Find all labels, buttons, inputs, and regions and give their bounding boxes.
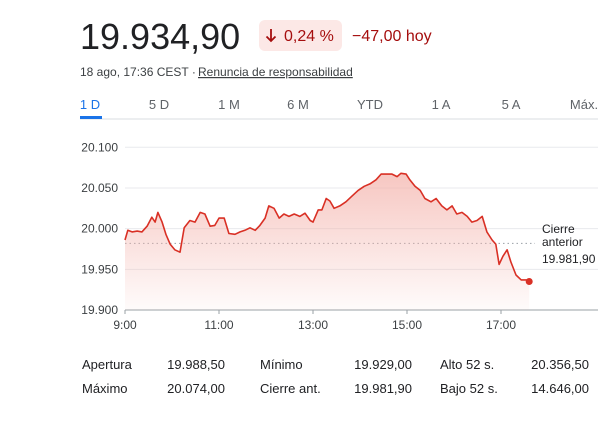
stat-value: 19.981,90 xyxy=(354,381,412,396)
change-absolute: −47,00 hoy xyxy=(352,28,432,45)
previous-close-label: anterior xyxy=(542,235,583,249)
range-tab[interactable]: Máx. xyxy=(570,97,598,112)
price: 19.934,90 xyxy=(80,16,240,57)
disclaimer-link[interactable]: Renuncia de responsabilidad xyxy=(198,65,353,79)
chart: 19.900 19.950 20.000 20.050 20.100 9:00 11:00 1… xyxy=(81,140,598,332)
stat-label: Alto 52 s. xyxy=(440,357,494,372)
stat-value: 19.929,00 xyxy=(354,357,412,372)
down-arrow-icon xyxy=(265,29,277,43)
range-tab[interactable]: 6 M xyxy=(287,97,309,112)
range-tab[interactable]: 5 D xyxy=(149,97,169,112)
stat-value: 19.988,50 xyxy=(167,357,225,372)
y-tick-label: 19.950 xyxy=(81,262,118,276)
x-tick-label: 15:00 xyxy=(392,318,422,332)
stat-value: 20.356,50 xyxy=(531,357,589,372)
y-tick-label: 20.000 xyxy=(81,222,118,236)
selected-tab-indicator xyxy=(80,116,102,119)
stats-table: Apertura 19.988,50 Mínimo 19.929,00 Alto 52 … xyxy=(82,357,589,396)
stat-label: Cierre ant. xyxy=(260,381,321,396)
stat-label: Bajo 52 s. xyxy=(440,381,498,396)
x-tick-label: 13:00 xyxy=(298,318,328,332)
range-tab[interactable]: 1 D xyxy=(80,97,100,112)
previous-close-value: 19.981,90 xyxy=(542,252,596,266)
range-tab[interactable]: 1 A xyxy=(432,97,451,112)
range-tab[interactable]: YTD xyxy=(357,97,383,112)
range-tabs: 1 D 5 D 1 M 6 M YTD 1 A 5 A Máx. xyxy=(80,97,598,112)
price-line xyxy=(124,172,530,283)
change-badge xyxy=(259,20,342,51)
stat-value: 20.074,00 xyxy=(167,381,225,396)
range-tab[interactable]: 1 M xyxy=(218,97,240,112)
stat-value: 14.646,00 xyxy=(531,381,589,396)
y-tick-label: 19.900 xyxy=(81,303,118,317)
previous-close-label: Cierre xyxy=(542,222,575,236)
change-percent: 0,24 % xyxy=(284,28,334,45)
last-price-dot xyxy=(525,278,533,286)
x-tick-label: 9:00 xyxy=(113,318,137,332)
timestamp: 18 ago, 17:36 CEST · xyxy=(80,65,196,79)
y-tick-label: 20.050 xyxy=(81,181,118,195)
y-tick-label: 20.100 xyxy=(81,140,118,154)
x-tick-label: 17:00 xyxy=(486,318,516,332)
range-tab[interactable]: 5 A xyxy=(502,97,521,112)
stat-label: Mínimo xyxy=(260,357,303,372)
area-fill xyxy=(125,173,530,310)
stat-label: Apertura xyxy=(82,357,133,372)
x-tick-label: 11:00 xyxy=(204,318,233,332)
stat-label: Máximo xyxy=(82,381,128,396)
